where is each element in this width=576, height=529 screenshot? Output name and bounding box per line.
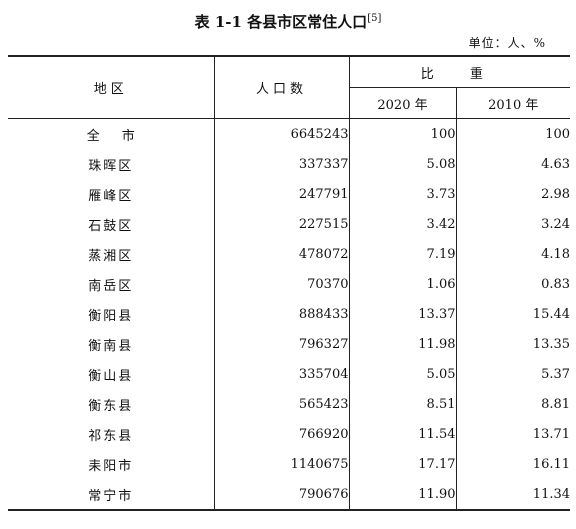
population-cell: 565423: [214, 389, 350, 419]
population-cell: 337337: [214, 149, 350, 179]
table-row: 石鼓区 227515 3.42 3.24: [8, 209, 570, 239]
region-cell: 蒸湘区: [8, 239, 215, 269]
population-table: 地区 人口数 比 重 2020 年 2010 年 全市 6645243 100 …: [8, 55, 571, 511]
region-cell: 衡东县: [8, 389, 215, 419]
header-population: 人口数: [214, 55, 350, 119]
region-cell: 南岳区: [8, 269, 215, 299]
population-cell: 6645243: [214, 118, 350, 149]
unit-label: 单位：人、%: [468, 36, 546, 50]
table-row: 祁东县 766920 11.54 13.71: [8, 419, 570, 449]
table-row: 雁峰区 247791 3.73 2.98: [8, 179, 570, 209]
header-year-2010: 2010 年: [456, 87, 571, 119]
region-cell: 耒阳市: [8, 449, 215, 479]
footnote-ref: [5]: [367, 13, 382, 24]
ratio-2010-cell: 3.24: [541, 216, 571, 232]
population-cell: 478072: [214, 239, 350, 269]
table-row: 珠晖区 337337 5.08 4.63: [8, 149, 570, 179]
population-cell: 790676: [214, 479, 350, 511]
table-row: 衡南县 796327 11.98 13.35: [8, 329, 570, 359]
ratio-2010-cell: 0.83: [541, 276, 571, 292]
ratio-2010-cell: 15.44: [532, 306, 571, 322]
population-cell: 1140675: [214, 449, 350, 479]
ratio-2020-cell: 17.17: [349, 449, 457, 479]
ratio-2010-cell: 4.18: [541, 246, 571, 262]
ratio-2020-cell: 7.19: [349, 239, 457, 269]
header-ratio: 比 重: [349, 55, 571, 88]
ratio-2010-cell: 2.98: [541, 186, 571, 202]
population-cell: 888433: [214, 299, 350, 329]
table-row: 衡山县 335704 5.05 5.37: [8, 359, 570, 389]
region-cell: 常宁市: [8, 479, 215, 511]
ratio-2020-cell: 1.06: [349, 269, 457, 299]
table-title-text: 表 1-1 各县市区常住人口: [194, 13, 368, 31]
region-cell: 衡山县: [8, 359, 215, 389]
region-cell: 衡南县: [8, 329, 215, 359]
ratio-2010-cell: 13.71: [532, 426, 571, 442]
ratio-2020-cell: 11.90: [349, 479, 457, 511]
ratio-2020-cell: 8.51: [349, 389, 457, 419]
ratio-2020-cell: 100: [349, 118, 457, 149]
ratio-2010-cell: 16.11: [532, 456, 571, 472]
region-cell: 全市: [8, 118, 215, 149]
table-row: 常宁市 790676 11.90 11.34: [8, 479, 571, 511]
ratio-2020-cell: 5.05: [349, 359, 457, 389]
population-cell: 70370: [214, 269, 350, 299]
ratio-2020-cell: 3.73: [349, 179, 457, 209]
population-cell: 335704: [214, 359, 350, 389]
region-cell: 雁峰区: [8, 179, 215, 209]
ratio-2010-cell: 13.35: [532, 336, 571, 352]
table-row: 衡东县 565423 8.51 8.81: [8, 389, 570, 419]
region-cell: 衡阳县: [8, 299, 215, 329]
table-row: 耒阳市 1140675 17.17 16.11: [8, 449, 570, 479]
header-year-2020: 2020 年: [349, 87, 457, 119]
population-cell: 796327: [214, 329, 350, 359]
ratio-2010-cell: 4.63: [541, 156, 571, 172]
table-row: 蒸湘区 478072 7.19 4.18: [8, 239, 570, 269]
table-row: 南岳区 70370 1.06 0.83: [8, 269, 570, 299]
region-cell: 珠晖区: [8, 149, 215, 179]
population-cell: 766920: [214, 419, 350, 449]
region-cell: 石鼓区: [8, 209, 215, 239]
region-cell: 祁东县: [8, 419, 215, 449]
ratio-2010-cell: 8.81: [541, 396, 571, 412]
ratio-2020-cell: 3.42: [349, 209, 457, 239]
table-title: 表 1-1 各县市区常住人口[5]: [0, 8, 576, 33]
population-cell: 247791: [214, 179, 350, 209]
population-cell: 227515: [214, 209, 350, 239]
ratio-2020-cell: 5.08: [349, 149, 457, 179]
header-region: 地区: [8, 55, 215, 119]
ratio-2010-cell: 100: [545, 126, 571, 142]
ratio-2010-cell: 11.34: [456, 479, 571, 511]
ratio-2020-cell: 11.54: [349, 419, 457, 449]
table-row: 衡阳县 888433 13.37 15.44: [8, 299, 570, 329]
ratio-2020-cell: 13.37: [349, 299, 457, 329]
table-row: 全市 6645243 100 100: [8, 118, 571, 149]
ratio-2020-cell: 11.98: [349, 329, 457, 359]
ratio-2010-cell: 5.37: [541, 366, 571, 382]
